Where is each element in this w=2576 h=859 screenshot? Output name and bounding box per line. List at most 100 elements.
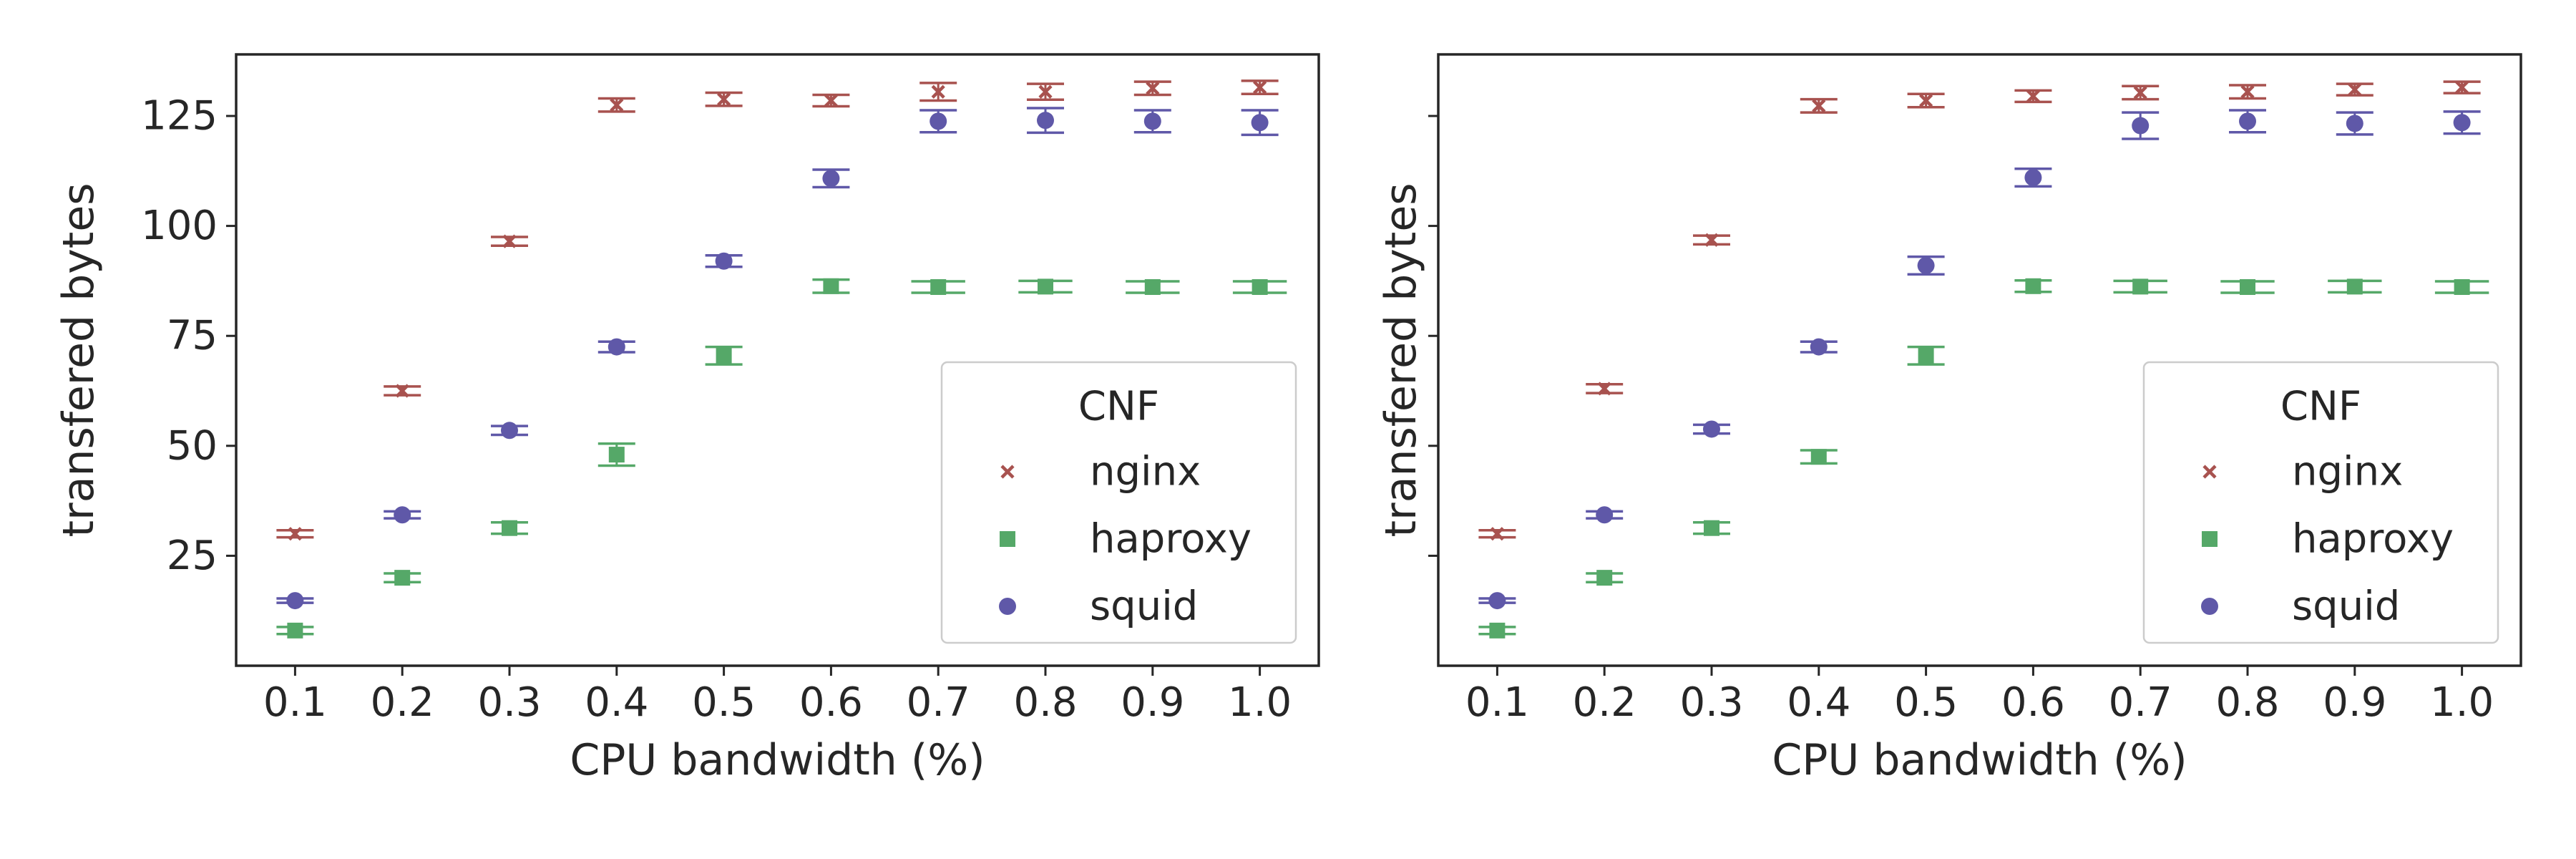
right-squid-point (2239, 112, 2257, 130)
left-legend-marker-nginx (1000, 465, 1015, 479)
left-y-tick-label: 75 (167, 313, 218, 359)
right-nginx-point-stroke-b (2348, 82, 2362, 97)
right-y-axis-label: transfered bytes (1376, 183, 1426, 538)
right-x-tick-label: 0.5 (1894, 679, 1958, 726)
left-squid-point (1143, 112, 1161, 130)
right-legend-label-nginx: nginx (2292, 449, 2403, 495)
right-squid-point (1917, 256, 1935, 274)
right-squid-point (1596, 506, 1614, 524)
left-series-squid (276, 107, 1279, 610)
left-nginx-point (610, 98, 624, 112)
left-x-tick-label: 0.4 (585, 679, 648, 726)
left-x-tick-label: 0.8 (1013, 679, 1077, 726)
left-series-haproxy (276, 278, 1287, 639)
left-x-tick-label: 0.6 (799, 679, 863, 726)
left-squid-point (1251, 114, 1269, 132)
right-x-tick-label: 0.1 (1465, 679, 1529, 726)
right-nginx-point-stroke-b (2240, 84, 2255, 99)
left-nginx-point (931, 84, 945, 99)
left-nginx-point (288, 527, 302, 541)
left-legend-label-haproxy: haproxy (1090, 516, 1252, 563)
left-axes-frame (235, 53, 1320, 667)
right-legend-marker-haproxy (2202, 531, 2218, 547)
right-nginx-point (1597, 382, 1611, 396)
left-squid-point (1037, 112, 1055, 130)
left-nginx-point-stroke-b (502, 234, 517, 248)
right-nginx-point (2455, 80, 2469, 94)
right-legend-marker-nginx (2202, 465, 2217, 479)
left-legend-marker-nginx-stroke-b (1000, 465, 1015, 479)
right-haproxy-point (1703, 520, 1719, 536)
right-x-tick-label: 0.7 (2109, 679, 2172, 726)
left-haproxy-point (501, 520, 517, 536)
left-y-tick-label: 25 (167, 533, 218, 579)
right-squid-point (2453, 114, 2471, 132)
left-legend-label-squid: squid (1090, 583, 1198, 630)
left-squid-point (715, 252, 733, 270)
left-nginx-point-stroke-b (931, 84, 945, 99)
left-nginx-point-stroke-b (1038, 84, 1053, 99)
left-x-tick-label: 0.2 (371, 679, 434, 726)
left-y-axis-label: transfered bytes (54, 183, 104, 538)
right-axes-frame (1437, 53, 2522, 667)
left-nginx-point-stroke-b (288, 527, 302, 541)
left-x-tick-label: 0.3 (477, 679, 541, 726)
left-haproxy-point (608, 447, 625, 463)
left-x-axis-label: CPU bandwidth (%) (570, 735, 985, 785)
left-nginx-point-stroke-b (717, 92, 731, 107)
left-nginx-point-stroke-b (1146, 81, 1160, 95)
right-squid-point (2132, 117, 2150, 135)
right-haproxy-point (2240, 279, 2256, 296)
right-haproxy-point (2132, 278, 2149, 295)
left-squid-point (930, 112, 947, 130)
right-nginx-point-stroke-b (1812, 99, 1826, 113)
left-squid-point (608, 338, 625, 356)
left-chart-panel: 25 50 75 100 125 0.1 0.2 0.3 0.4 0.5 0.6 0.7 0.8 0.9 1… (54, 53, 1320, 785)
left-nginx-point-stroke-b (1253, 80, 1267, 94)
right-legend-label-haproxy: haproxy (2292, 516, 2454, 563)
right-legend-marker-squid (2201, 598, 2218, 615)
left-haproxy-point (716, 347, 732, 364)
left-x-tick-label: 0.5 (692, 679, 756, 726)
right-x-tick-label: 0.2 (1573, 679, 1636, 726)
right-nginx-point (2026, 89, 2040, 103)
right-x-axis-label: CPU bandwidth (%) (1772, 735, 2187, 785)
right-haproxy-point (2025, 278, 2041, 294)
right-squid-point (1488, 592, 1506, 610)
right-nginx-point-stroke-b (1704, 233, 1719, 247)
left-squid-point (822, 170, 840, 188)
right-legend-box (2142, 361, 2499, 644)
left-nginx-point (717, 92, 731, 107)
right-series-squid (1478, 109, 2481, 610)
left-legend-label-nginx: nginx (1090, 449, 1201, 495)
left-y-tick-label: 50 (167, 422, 218, 469)
right-haproxy-point (2454, 279, 2470, 296)
right-series-haproxy (1478, 278, 2489, 639)
right-squid-point (2024, 169, 2042, 187)
right-haproxy-point (1918, 347, 1934, 364)
left-nginx-point-stroke-b (824, 93, 838, 108)
right-x-tick-label: 1.0 (2430, 679, 2494, 726)
right-x-tick-label: 0.3 (1679, 679, 1743, 726)
left-x-tick-label: 0.7 (907, 679, 970, 726)
left-haproxy-point (823, 278, 839, 294)
right-nginx-point (1812, 99, 1826, 113)
right-legend-title: CNF (2280, 384, 2361, 430)
left-legend: CNF nginx haproxy squid (940, 361, 1297, 644)
right-x-tick-label: 0.9 (2323, 679, 2386, 726)
right-chart-panel: 0.1 0.2 0.3 0.4 0.5 0.6 0.7 0.8 0.9 1.0 CPU bandwi… (1376, 53, 2522, 785)
right-x-tick-label: 0.6 (2001, 679, 2065, 726)
left-haproxy-point (1038, 278, 1054, 295)
left-nginx-point (1253, 80, 1267, 94)
right-squid-point (1810, 338, 1828, 356)
left-squid-point (500, 422, 518, 440)
left-nginx-point-stroke-b (395, 384, 409, 398)
right-haproxy-point (1810, 449, 1827, 465)
right-nginx-point (1919, 93, 1933, 108)
left-nginx-point (1146, 81, 1160, 95)
right-nginx-point-stroke-b (2455, 80, 2469, 94)
right-nginx-point (2133, 85, 2147, 100)
left-legend-marker-squid (999, 598, 1016, 615)
left-legend-marker-haproxy (1000, 531, 1015, 547)
